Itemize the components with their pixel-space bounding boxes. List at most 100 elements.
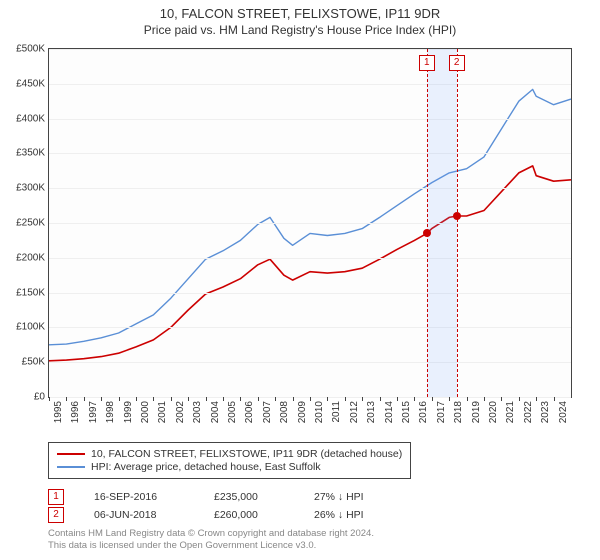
sale-marker-line bbox=[427, 49, 428, 397]
x-tick-mark bbox=[519, 397, 520, 401]
x-tick-label: 2011 bbox=[331, 401, 342, 423]
sale-dot bbox=[423, 229, 431, 237]
x-tick-mark bbox=[501, 397, 502, 401]
sale-marker-line bbox=[457, 49, 458, 397]
gridline-h bbox=[49, 119, 571, 120]
x-tick-label: 2022 bbox=[523, 401, 534, 423]
x-tick-label: 2006 bbox=[244, 401, 255, 423]
y-tick-label: £250K bbox=[16, 218, 45, 229]
legend: 10, FALCON STREET, FELIXSTOWE, IP11 9DR … bbox=[48, 442, 572, 479]
sale-marker-box: 2 bbox=[449, 55, 465, 71]
x-tick-label: 2000 bbox=[140, 401, 151, 423]
legend-label: 10, FALCON STREET, FELIXSTOWE, IP11 9DR … bbox=[91, 448, 402, 460]
y-tick-label: £400K bbox=[16, 113, 45, 124]
legend-label: HPI: Average price, detached house, East… bbox=[91, 461, 321, 473]
x-tick-mark bbox=[275, 397, 276, 401]
legend-row: HPI: Average price, detached house, East… bbox=[57, 461, 402, 473]
footer-line-1: Contains HM Land Registry data © Crown c… bbox=[48, 528, 374, 540]
x-tick-mark bbox=[171, 397, 172, 401]
x-tick-label: 2010 bbox=[314, 401, 325, 423]
x-tick-mark bbox=[414, 397, 415, 401]
x-tick-label: 2012 bbox=[349, 401, 360, 423]
footer-line-2: This data is licensed under the Open Gov… bbox=[48, 540, 374, 552]
x-tick-label: 2018 bbox=[453, 401, 464, 423]
x-tick-mark bbox=[484, 397, 485, 401]
x-tick-label: 2002 bbox=[175, 401, 186, 423]
series-property bbox=[49, 166, 571, 361]
sales-row-date: 16-SEP-2016 bbox=[94, 491, 184, 503]
gridline-h bbox=[49, 362, 571, 363]
gridline-h bbox=[49, 84, 571, 85]
x-tick-mark bbox=[223, 397, 224, 401]
x-tick-label: 1996 bbox=[70, 401, 81, 423]
x-tick-mark bbox=[467, 397, 468, 401]
x-tick-label: 2009 bbox=[297, 401, 308, 423]
series-hpi bbox=[49, 89, 571, 344]
chart-plot-area: £0£50K£100K£150K£200K£250K£300K£350K£400… bbox=[48, 48, 572, 398]
x-tick-label: 1995 bbox=[53, 401, 64, 423]
x-tick-label: 2023 bbox=[540, 401, 551, 423]
y-tick-label: £0 bbox=[34, 392, 45, 403]
gridline-h bbox=[49, 223, 571, 224]
chart-subtitle: Price paid vs. HM Land Registry's House … bbox=[0, 23, 600, 37]
sales-row-diff: 27% ↓ HPI bbox=[314, 491, 404, 503]
chart-title: 10, FALCON STREET, FELIXSTOWE, IP11 9DR bbox=[0, 6, 600, 21]
gridline-h bbox=[49, 153, 571, 154]
x-tick-label: 2001 bbox=[157, 401, 168, 423]
sale-marker-box: 1 bbox=[419, 55, 435, 71]
x-tick-mark bbox=[258, 397, 259, 401]
sales-row: 206-JUN-2018£260,00026% ↓ HPI bbox=[48, 506, 404, 524]
gridline-h bbox=[49, 188, 571, 189]
y-tick-label: £450K bbox=[16, 78, 45, 89]
x-tick-mark bbox=[432, 397, 433, 401]
x-tick-mark bbox=[536, 397, 537, 401]
x-tick-mark bbox=[49, 397, 50, 401]
x-tick-mark bbox=[153, 397, 154, 401]
x-tick-label: 1998 bbox=[105, 401, 116, 423]
sales-row-price: £260,000 bbox=[214, 509, 284, 521]
x-tick-label: 2014 bbox=[384, 401, 395, 423]
sales-row: 116-SEP-2016£235,00027% ↓ HPI bbox=[48, 488, 404, 506]
gridline-h bbox=[49, 327, 571, 328]
legend-row: 10, FALCON STREET, FELIXSTOWE, IP11 9DR … bbox=[57, 448, 402, 460]
x-tick-mark bbox=[345, 397, 346, 401]
x-tick-mark bbox=[449, 397, 450, 401]
x-tick-mark bbox=[554, 397, 555, 401]
y-tick-label: £300K bbox=[16, 183, 45, 194]
sale-dot bbox=[453, 212, 461, 220]
y-tick-label: £100K bbox=[16, 322, 45, 333]
x-tick-mark bbox=[101, 397, 102, 401]
x-tick-label: 2005 bbox=[227, 401, 238, 423]
x-tick-label: 2017 bbox=[436, 401, 447, 423]
x-tick-mark bbox=[188, 397, 189, 401]
y-tick-label: £500K bbox=[16, 44, 45, 55]
y-tick-label: £50K bbox=[22, 357, 45, 368]
x-tick-label: 2016 bbox=[418, 401, 429, 423]
x-tick-mark bbox=[397, 397, 398, 401]
y-tick-label: £200K bbox=[16, 252, 45, 263]
legend-swatch bbox=[57, 453, 85, 455]
footer-attribution: Contains HM Land Registry data © Crown c… bbox=[48, 528, 374, 553]
x-tick-label: 2007 bbox=[262, 401, 273, 423]
y-tick-label: £150K bbox=[16, 287, 45, 298]
gridline-h bbox=[49, 258, 571, 259]
sales-row-marker: 1 bbox=[48, 489, 64, 505]
gridline-h bbox=[49, 49, 571, 50]
x-tick-mark bbox=[327, 397, 328, 401]
x-tick-mark bbox=[84, 397, 85, 401]
x-tick-mark bbox=[136, 397, 137, 401]
x-tick-mark bbox=[380, 397, 381, 401]
x-tick-label: 2021 bbox=[505, 401, 516, 423]
legend-swatch bbox=[57, 466, 85, 468]
x-tick-label: 2024 bbox=[558, 401, 569, 423]
sales-row-marker: 2 bbox=[48, 507, 64, 523]
x-tick-label: 2008 bbox=[279, 401, 290, 423]
x-tick-label: 2015 bbox=[401, 401, 412, 423]
gridline-h bbox=[49, 293, 571, 294]
x-tick-label: 2004 bbox=[210, 401, 221, 423]
x-tick-mark bbox=[240, 397, 241, 401]
x-tick-mark bbox=[206, 397, 207, 401]
sales-table: 116-SEP-2016£235,00027% ↓ HPI206-JUN-201… bbox=[48, 488, 404, 524]
sale-period-band bbox=[427, 49, 457, 397]
sales-row-date: 06-JUN-2018 bbox=[94, 509, 184, 521]
